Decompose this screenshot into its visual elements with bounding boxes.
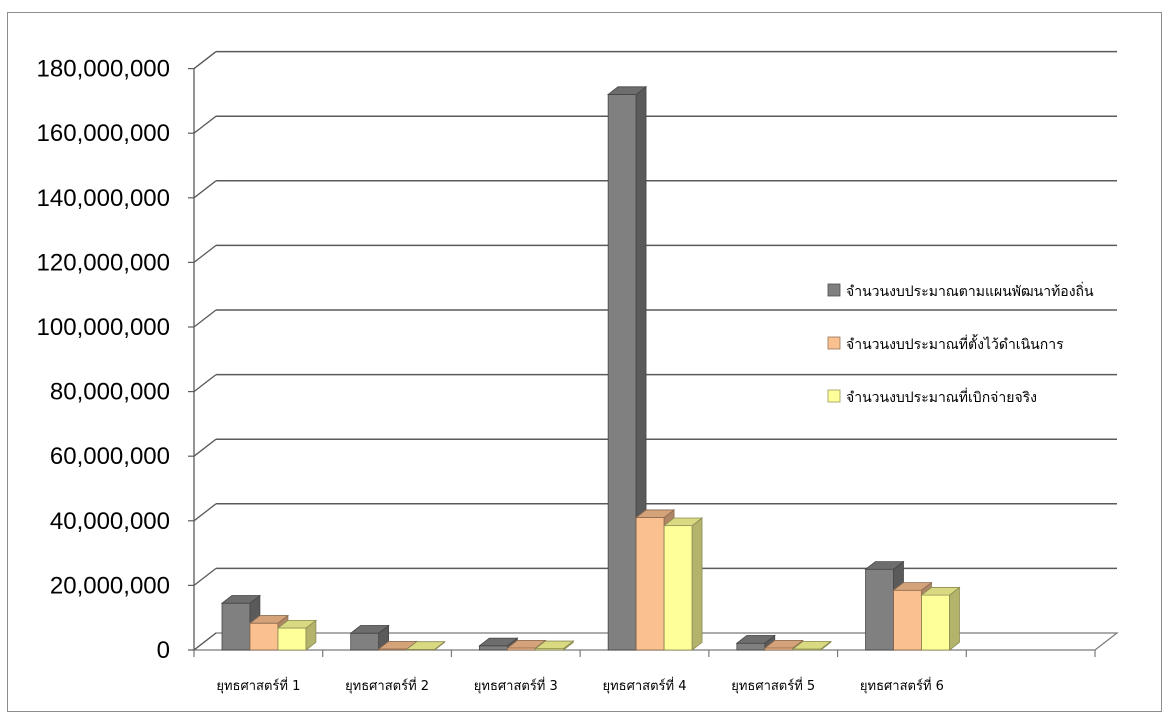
bar <box>349 624 390 651</box>
x-tick-label: ยุทธศาสตร์ที่ 5 <box>731 677 815 694</box>
x-tick-label: ยุทธศาสตร์ที่ 4 <box>602 677 686 694</box>
bar <box>735 634 776 651</box>
y-tick-label: 120,000,000 <box>37 249 170 276</box>
wall-gridline <box>193 438 217 457</box>
bar <box>791 640 832 651</box>
bar <box>478 637 519 651</box>
legend-label: จำนวนงบประมาณที่เบิกจ่ายจริง <box>846 388 1037 406</box>
y-tick-label: 180,000,000 <box>37 56 170 83</box>
wall-gridline <box>193 180 217 199</box>
bar <box>276 619 318 651</box>
wall-gridline <box>193 567 217 586</box>
legend-swatch <box>827 336 841 350</box>
gridlines <box>193 50 1117 651</box>
bar <box>662 517 704 651</box>
wall-gridline <box>193 115 217 134</box>
bar <box>606 85 648 651</box>
y-tick-label: 0 <box>157 637 170 664</box>
legend-label: จำนวนงบประมาณที่ตั้งไว้ดำเนินการ <box>846 334 1064 353</box>
bar <box>920 586 961 651</box>
x-tick-label: ยุทธศาสตร์ที่ 6 <box>860 677 944 694</box>
x-tick-label: ยุทธศาสตร์ที่ 3 <box>474 677 558 694</box>
y-tick-label: 160,000,000 <box>37 120 170 147</box>
y-tick-label: 100,000,000 <box>37 314 170 341</box>
x-tick-label: ยุทธศาสตร์ที่ 1 <box>216 677 300 694</box>
x-tick-label: ยุทธศาสตร์ที่ 2 <box>345 677 429 694</box>
legend: จำนวนงบประมาณตามแผนพัฒนาท้องถิ่นจำนวนงบป… <box>827 282 1094 406</box>
legend-label: จำนวนงบประมาณตามแผนพัฒนาท้องถิ่น <box>846 282 1094 300</box>
bars <box>220 85 961 651</box>
y-tick-label: 60,000,000 <box>50 443 170 470</box>
y-tick-label: 20,000,000 <box>50 572 170 599</box>
value-axis: 0 20,000,000 40,000,000 60,000,000 80,000,00… <box>37 56 195 664</box>
legend-swatch <box>827 389 841 403</box>
wall-gridline <box>193 309 217 328</box>
y-tick-label: 140,000,000 <box>37 185 170 212</box>
wall-gridline <box>193 244 217 263</box>
bar <box>534 640 575 651</box>
bar <box>405 640 446 651</box>
y-tick-label: 80,000,000 <box>50 379 170 406</box>
wall-gridline <box>193 503 217 522</box>
legend-swatch <box>827 283 841 297</box>
category-axis: ยุทธศาสตร์ที่ 1 ยุทธศาสตร์ที่ 2 ยุทธศาสตร์… <box>193 650 1096 694</box>
wall-gridline <box>193 632 217 651</box>
y-tick-label: 40,000,000 <box>50 508 170 535</box>
wall-gridline <box>193 51 217 70</box>
wall-gridline <box>193 374 217 393</box>
